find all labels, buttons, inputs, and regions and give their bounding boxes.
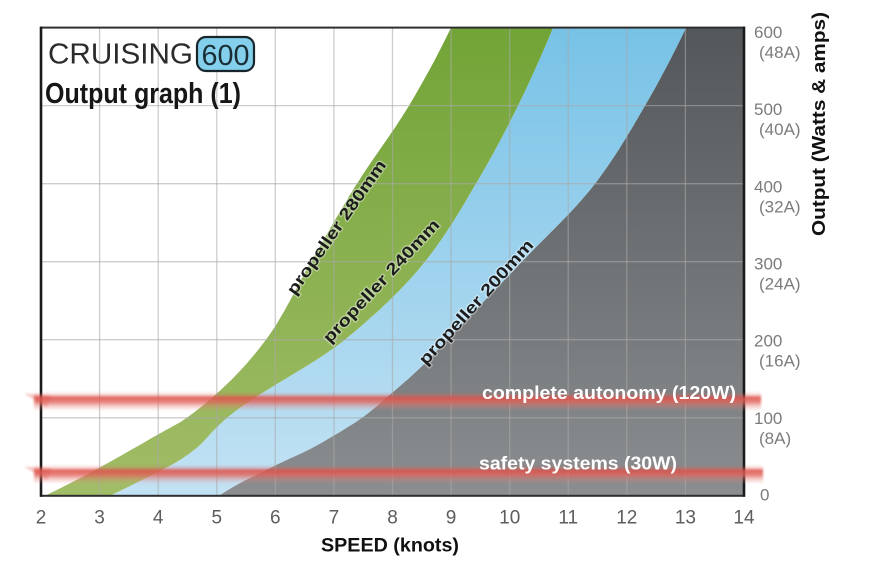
svg-text:5: 5 bbox=[212, 508, 223, 529]
svg-text:11: 11 bbox=[558, 508, 578, 529]
svg-text:(8A): (8A) bbox=[759, 429, 791, 448]
svg-text:CRUISING: CRUISING bbox=[48, 39, 193, 71]
svg-text:9: 9 bbox=[446, 508, 457, 529]
svg-text:13: 13 bbox=[675, 508, 696, 529]
svg-text:10: 10 bbox=[499, 508, 520, 529]
svg-text:(40A): (40A) bbox=[759, 120, 801, 139]
svg-text:14: 14 bbox=[733, 508, 755, 529]
svg-text:2: 2 bbox=[36, 508, 47, 529]
svg-text:600: 600 bbox=[754, 23, 782, 42]
svg-text:(24A): (24A) bbox=[759, 274, 801, 293]
svg-text:300: 300 bbox=[754, 254, 782, 273]
svg-text:6: 6 bbox=[270, 508, 281, 529]
svg-text:100: 100 bbox=[754, 409, 782, 428]
svg-text:(16A): (16A) bbox=[759, 352, 801, 371]
svg-text:7: 7 bbox=[329, 508, 340, 529]
svg-text:3: 3 bbox=[94, 508, 105, 529]
svg-text:(48A): (48A) bbox=[759, 43, 801, 62]
svg-text:SPEED (knots): SPEED (knots) bbox=[321, 536, 459, 557]
svg-text:600: 600 bbox=[202, 40, 250, 72]
svg-text:8: 8 bbox=[387, 508, 398, 529]
svg-text:(32A): (32A) bbox=[759, 197, 801, 216]
svg-text:complete autonomy (120W): complete autonomy (120W) bbox=[482, 383, 736, 403]
svg-text:4: 4 bbox=[153, 508, 164, 529]
svg-text:Output (Watts & amps): Output (Watts & amps) bbox=[808, 12, 829, 236]
svg-text:400: 400 bbox=[754, 177, 782, 196]
svg-text:Output graph (1): Output graph (1) bbox=[45, 78, 241, 110]
svg-text:safety systems (30W): safety systems (30W) bbox=[479, 454, 677, 474]
svg-text:0: 0 bbox=[760, 486, 769, 505]
svg-text:200: 200 bbox=[754, 332, 782, 351]
svg-text:12: 12 bbox=[616, 508, 637, 529]
svg-text:500: 500 bbox=[754, 100, 782, 119]
